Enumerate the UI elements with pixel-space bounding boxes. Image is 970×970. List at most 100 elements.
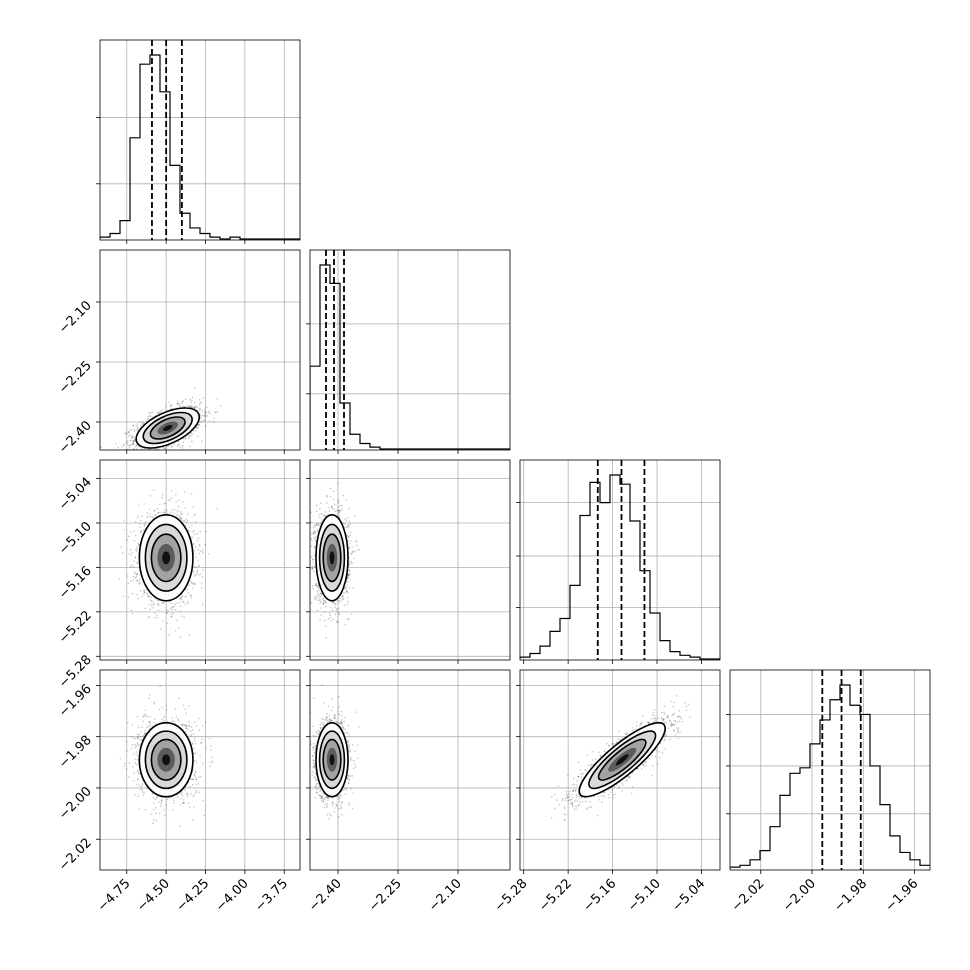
sample-point bbox=[121, 552, 124, 554]
sample-point bbox=[324, 601, 327, 603]
sample-point bbox=[190, 432, 192, 434]
sample-point bbox=[129, 565, 132, 568]
panel-frame bbox=[99, 459, 301, 661]
sample-point bbox=[183, 616, 186, 619]
sample-point bbox=[197, 537, 200, 540]
sample-point bbox=[182, 405, 185, 408]
panel-frame bbox=[309, 249, 511, 451]
sample-point bbox=[201, 576, 204, 578]
sample-point bbox=[147, 616, 149, 619]
sample-point bbox=[136, 429, 138, 431]
density-panel: −5.28−5.22−5.16−5.10−5.04 bbox=[56, 459, 301, 691]
sample-point bbox=[192, 565, 195, 568]
sample-point bbox=[132, 440, 135, 442]
sample-point bbox=[318, 596, 320, 598]
sample-point bbox=[166, 512, 169, 515]
sample-point bbox=[149, 414, 152, 417]
sample-point bbox=[139, 526, 141, 528]
sample-point bbox=[146, 516, 148, 518]
sample-point bbox=[336, 621, 338, 624]
sample-point bbox=[166, 509, 168, 512]
sample-point bbox=[135, 573, 138, 576]
sample-point bbox=[305, 557, 307, 559]
sample-point bbox=[190, 580, 193, 583]
sample-point bbox=[346, 525, 348, 528]
sample-point bbox=[208, 410, 210, 413]
sample-point bbox=[203, 416, 206, 419]
sample-point bbox=[149, 608, 152, 611]
sample-point bbox=[205, 530, 208, 533]
sample-point bbox=[311, 585, 314, 588]
sample-point bbox=[205, 412, 207, 415]
sample-point bbox=[345, 585, 348, 587]
sample-point bbox=[133, 428, 136, 431]
sample-point bbox=[181, 595, 183, 598]
sample-point bbox=[156, 614, 159, 616]
sample-point bbox=[202, 421, 204, 423]
sample-point bbox=[327, 617, 330, 620]
sample-point bbox=[156, 599, 159, 602]
sample-point bbox=[151, 455, 153, 457]
sample-point bbox=[152, 489, 155, 491]
sample-point bbox=[121, 445, 123, 448]
sample-point bbox=[327, 506, 330, 509]
sample-point bbox=[184, 437, 187, 440]
sample-point bbox=[186, 600, 189, 603]
panel-content bbox=[310, 250, 510, 450]
sample-point bbox=[182, 437, 185, 440]
sample-point bbox=[179, 510, 182, 513]
sample-point bbox=[330, 487, 332, 490]
sample-point bbox=[171, 606, 173, 608]
sample-point bbox=[133, 438, 136, 441]
sample-point bbox=[328, 510, 331, 512]
sample-point bbox=[325, 502, 328, 504]
sample-point bbox=[344, 518, 346, 520]
sample-point bbox=[159, 464, 161, 466]
sample-point bbox=[348, 569, 351, 571]
sample-point bbox=[157, 511, 160, 514]
sample-point bbox=[154, 452, 156, 454]
sample-point bbox=[163, 601, 166, 603]
sample-point bbox=[333, 498, 335, 501]
sample-point bbox=[175, 493, 177, 496]
sample-point bbox=[100, 446, 102, 448]
sample-point bbox=[344, 623, 347, 626]
sample-point bbox=[161, 496, 163, 499]
sample-point bbox=[157, 411, 159, 414]
sample-point bbox=[195, 430, 198, 432]
sample-point bbox=[132, 575, 135, 578]
sample-point bbox=[322, 602, 325, 605]
sample-point bbox=[348, 524, 350, 527]
y-tick-label: −5.22 bbox=[56, 608, 95, 647]
sample-point bbox=[170, 616, 173, 618]
sample-point bbox=[193, 575, 196, 577]
sample-point bbox=[150, 600, 152, 602]
sample-point bbox=[129, 439, 132, 442]
sample-point bbox=[195, 556, 197, 559]
sample-point bbox=[143, 503, 145, 505]
sample-point bbox=[322, 602, 325, 604]
sample-point bbox=[191, 530, 194, 533]
sample-point bbox=[131, 437, 133, 439]
sample-point bbox=[174, 629, 177, 632]
sample-point bbox=[133, 440, 136, 442]
sample-point bbox=[341, 598, 344, 600]
density-fill bbox=[162, 425, 173, 432]
sample-point bbox=[136, 579, 138, 582]
sample-point bbox=[137, 504, 140, 507]
sample-point bbox=[144, 591, 146, 594]
sample-point bbox=[130, 553, 132, 556]
sample-point bbox=[186, 520, 189, 522]
sample-point bbox=[130, 434, 132, 437]
sample-point bbox=[193, 429, 195, 432]
y-tick-label: −5.04 bbox=[56, 475, 95, 514]
sample-point bbox=[128, 432, 130, 434]
sample-point bbox=[148, 595, 150, 597]
sample-point bbox=[356, 544, 358, 547]
sample-point bbox=[134, 557, 137, 559]
sample-point bbox=[184, 437, 187, 439]
sample-point bbox=[156, 616, 158, 619]
sample-point bbox=[219, 404, 222, 407]
sample-point bbox=[349, 531, 352, 533]
